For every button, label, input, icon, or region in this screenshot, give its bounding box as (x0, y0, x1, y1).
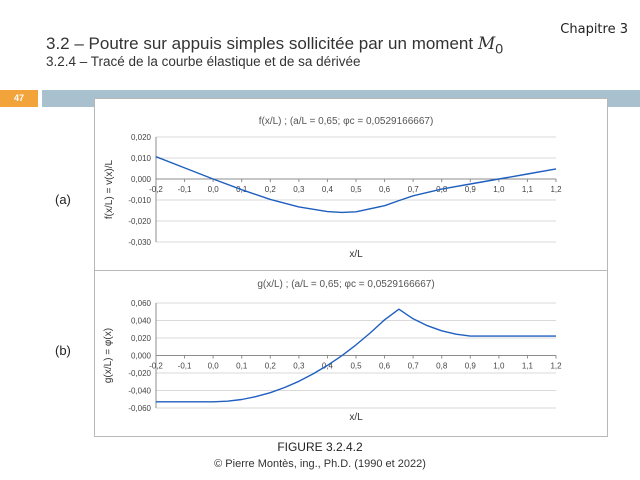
chart2-x-tick-label: 0,1 (236, 362, 248, 371)
chart1-title: f(x/L) ; (a/L = 0,65; φc = 0,0529166667) (259, 116, 434, 127)
title-symbol: M (477, 34, 496, 54)
chart2-y-tick-label: 0,020 (131, 334, 152, 343)
chart1-y-tick-label: 0,020 (131, 133, 152, 142)
chart1-x-tick-label: 0,3 (293, 185, 305, 194)
chart2-x-tick-label: 0,5 (350, 362, 362, 371)
chart1-x-tick-label: 0,7 (408, 185, 420, 194)
copyright: © Pierre Montès, ing., Ph.D. (1990 et 20… (214, 458, 426, 470)
page-number-badge: 47 (0, 90, 38, 107)
chart1-y-tick-label: 0,000 (131, 175, 152, 184)
chapter-label: Chapitre 3 (560, 22, 628, 37)
chart2-y-tick-label: -0,040 (128, 387, 151, 396)
chart2-x-tick-label: 0,8 (436, 362, 448, 371)
title-subscript: 0 (495, 41, 504, 58)
chart1-x-tick-label: 0,5 (350, 185, 362, 194)
panel-label-a: (a) (55, 192, 71, 207)
panel-label-b: (b) (55, 343, 71, 358)
chart1-y-tick-label: -0,020 (128, 217, 151, 226)
chart2-y-tick-label: -0,020 (128, 369, 151, 378)
chart2-y-axis-label: g(x/L) = φ(x) (103, 328, 114, 383)
chart1-x-tick-label: 0,2 (265, 185, 277, 194)
chart-divider (94, 270, 608, 271)
chart1-x-tick-label: 0,6 (379, 185, 391, 194)
slide-title: 3.2 – Poutre sur appuis simples sollicit… (46, 34, 503, 57)
chart1-x-axis-label: x/L (349, 249, 363, 260)
chart1-y-axis-label: f(x/L) = v(x)/L (104, 159, 115, 219)
chart2-title: g(x/L) ; (a/L = 0,65; φc = 0,0529166667) (257, 279, 434, 290)
chart2-x-tick-label: 0,2 (265, 362, 277, 371)
title-text: 3.2 – Poutre sur appuis simples sollicit… (46, 34, 478, 53)
chart2-x-tick-label: 0,9 (465, 362, 477, 371)
chart2-x-tick-label: 1,2 (550, 362, 562, 371)
chart2-series-line (156, 308, 556, 403)
chart2-x-tick-label: 1,1 (522, 362, 534, 371)
chart1-x-tick-label: -0,2 (149, 185, 163, 194)
chart2-y-tick-label: 0,040 (131, 317, 152, 326)
slide-subtitle: 3.2.4 – Tracé de la courbe élastique et … (46, 54, 361, 69)
chart1-series-line (155, 156, 557, 214)
chart1-y-tick-label: -0,010 (128, 196, 151, 205)
chart1-x-tick-label: 0,4 (322, 185, 334, 194)
chart1-y-tick-label: 0,010 (131, 154, 152, 163)
chart-panel (94, 98, 608, 437)
chart2-x-tick-label: 0,3 (293, 362, 305, 371)
chart1-x-tick-label: 1,1 (522, 185, 534, 194)
chart2-x-tick-label: 1,0 (493, 362, 505, 371)
chart1-x-tick-label: 1,2 (550, 185, 562, 194)
chart2-y-tick-label: 0,000 (131, 352, 152, 361)
chart2-x-tick-label: -0,1 (178, 362, 192, 371)
chart2-x-tick-label: -0,2 (149, 362, 163, 371)
chart1-x-tick-label: -0,1 (178, 185, 192, 194)
figure-caption: FIGURE 3.2.4.2 (277, 440, 363, 454)
chart2-y-tick-label: -0,060 (128, 404, 151, 413)
chart2-x-tick-label: 0,6 (379, 362, 391, 371)
chart2-x-axis-label: x/L (349, 412, 363, 423)
chart1-x-tick-label: 0,9 (465, 185, 477, 194)
chart1-x-tick-label: 1,0 (493, 185, 505, 194)
chart1-x-tick-label: 0,0 (208, 185, 220, 194)
chart2-x-tick-label: 0,7 (408, 362, 420, 371)
chart1-y-tick-label: -0,030 (128, 238, 151, 247)
chart2-x-tick-label: 0,0 (208, 362, 220, 371)
chart2-y-tick-label: 0,060 (131, 299, 152, 308)
